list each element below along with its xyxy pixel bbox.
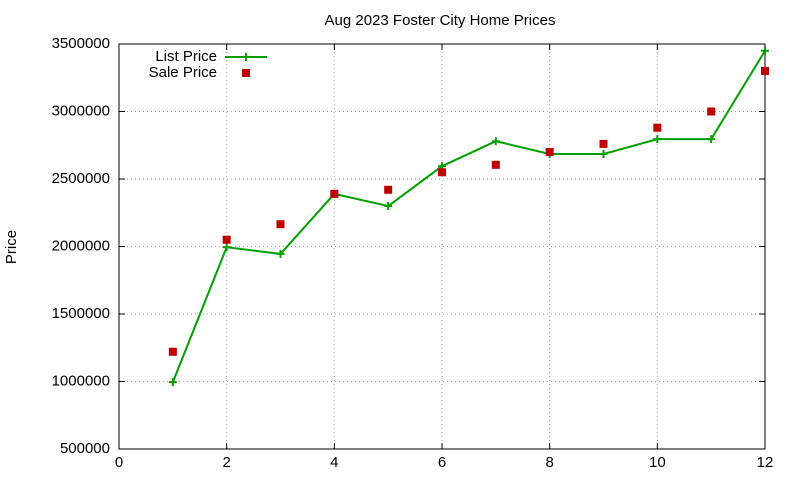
legend-label: Sale Price [149,64,217,81]
point [168,347,177,356]
point [599,150,608,159]
y-tick-label: 2500000 [52,170,110,187]
x-tick-label: 0 [115,454,123,471]
point [491,137,500,146]
y-tick-label: 2000000 [52,237,110,254]
point [599,139,608,148]
x-tick-label: 12 [757,454,774,471]
x-tick-label: 10 [649,454,666,471]
legend-label: List Price [155,48,217,65]
y-tick-label: 3500000 [52,35,110,52]
y-axis-label: Price [3,230,20,264]
point [545,148,554,156]
point [222,235,231,244]
point [222,243,231,252]
point [384,185,393,194]
point [761,46,769,55]
chart-title: Aug 2023 Foster City Home Prices [325,12,556,29]
legend-swatch [242,53,250,61]
point [653,135,662,144]
point [653,123,662,132]
x-tick-label: 6 [438,454,446,471]
point [276,220,285,229]
series-line [171,50,766,383]
x-tick-label: 2 [222,454,230,471]
point [438,168,446,177]
x-tick-label: 4 [330,454,338,471]
plot-frame [118,43,766,450]
point [276,249,285,258]
point [491,160,500,169]
y-tick-label: 1000000 [52,372,110,389]
point [707,107,716,116]
point [168,378,177,387]
point [384,202,393,210]
y-tick-label: 3000000 [52,102,110,119]
x-tick-label: 8 [545,454,553,471]
y-tick-label: 500000 [60,440,110,457]
y-tick-label: 1500000 [52,305,110,322]
point [761,67,769,75]
legend-swatch [242,69,250,77]
point [707,135,716,144]
point [330,189,339,198]
